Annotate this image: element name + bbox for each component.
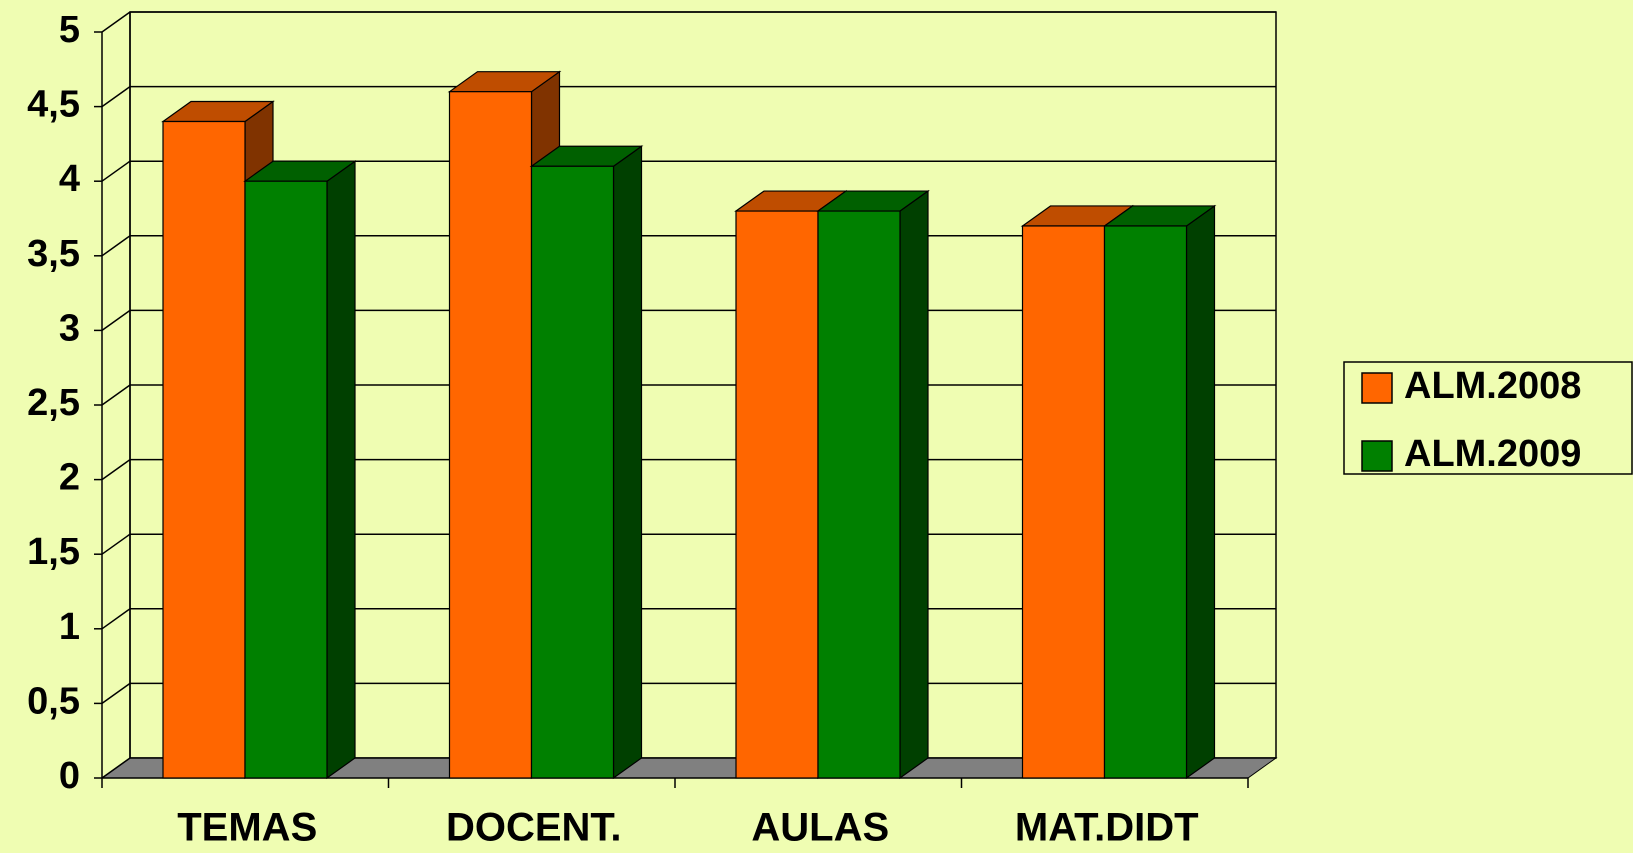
- grid-line: [101, 682, 131, 705]
- bar: [244, 180, 328, 779]
- grid-line: [101, 384, 131, 406]
- legend: [1343, 361, 1633, 475]
- y-tick-label: 3,5: [27, 233, 80, 275]
- x-tick-label: TEMAS: [177, 806, 317, 850]
- y-tick-label: 2: [59, 457, 80, 499]
- bar: [1021, 225, 1106, 779]
- grid-line: [101, 458, 131, 481]
- y-tick-label: 1: [59, 606, 80, 648]
- y-tick-label: 0: [59, 755, 80, 797]
- bar: [735, 210, 819, 779]
- bar-side: [1185, 204, 1216, 780]
- y-tick-label: 3: [59, 307, 80, 349]
- x-tick-label: DOCENT.: [446, 806, 622, 850]
- grid-line: [101, 160, 131, 182]
- bar: [448, 91, 533, 779]
- bar-side: [899, 189, 929, 780]
- x-tick-label: MAT.DIDT: [1015, 806, 1199, 850]
- y-tick-label: 1,5: [27, 531, 80, 573]
- legend-swatch: [1361, 440, 1393, 472]
- y-tick-label: 0,5: [27, 680, 80, 722]
- legend-label: ALM.2009: [1404, 433, 1581, 475]
- grid-line: [101, 11, 131, 33]
- grid-line: [101, 309, 131, 332]
- grid-line: [101, 235, 131, 257]
- bar: [530, 165, 615, 779]
- y-tick-label: 5: [59, 9, 80, 51]
- x-tick-label: AULAS: [751, 806, 889, 850]
- grid-line: [101, 533, 131, 555]
- grid-line: [101, 608, 131, 630]
- bar-side: [612, 145, 643, 780]
- y-tick-label: 4: [59, 158, 80, 200]
- bar: [162, 120, 246, 779]
- grid-line: [101, 85, 131, 108]
- y-tick-label: 4,5: [27, 84, 80, 126]
- bar-side: [326, 160, 356, 780]
- bar: [1103, 225, 1188, 779]
- grid-line: [101, 757, 131, 779]
- legend-swatch: [1361, 372, 1393, 404]
- y-tick-label: 2,5: [27, 382, 80, 424]
- legend-label: ALM.2008: [1404, 365, 1581, 407]
- bar: [817, 210, 901, 779]
